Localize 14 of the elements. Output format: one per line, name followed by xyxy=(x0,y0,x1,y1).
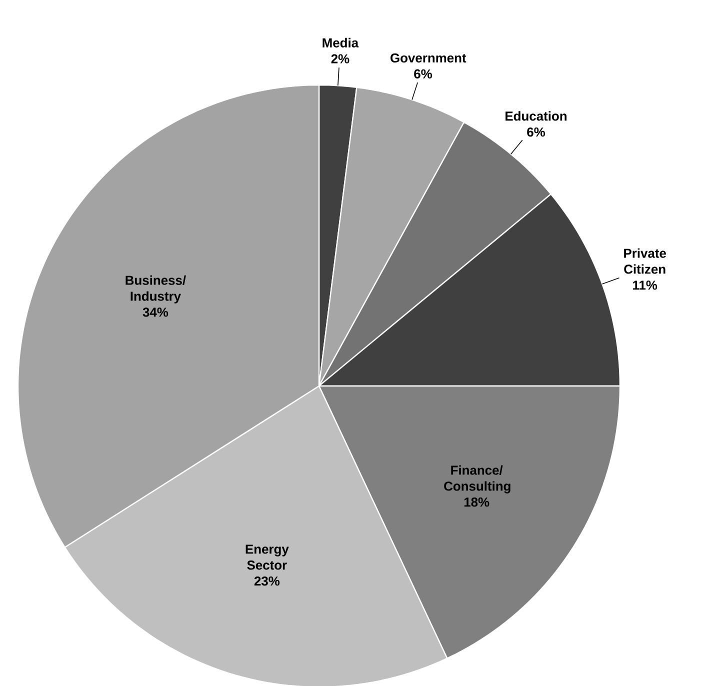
slice-label: Business/ Industry xyxy=(126,275,186,304)
slice-label: Media xyxy=(322,38,359,48)
data-label: 6% xyxy=(527,127,546,137)
data-label: 18% xyxy=(464,498,490,507)
data-label: 23% xyxy=(254,576,280,586)
slice-label: Education xyxy=(506,111,566,121)
data-label: 2% xyxy=(331,54,350,64)
slice-label: Government xyxy=(390,53,466,63)
data-label: 11% xyxy=(633,280,658,290)
slice-label: Finance/ Consulting xyxy=(444,465,510,494)
data-label: 34% xyxy=(142,308,168,317)
slice-label: Energy Sector xyxy=(246,544,289,570)
slice-label: Private Citizen xyxy=(624,248,666,274)
data-label: 6% xyxy=(414,69,432,78)
